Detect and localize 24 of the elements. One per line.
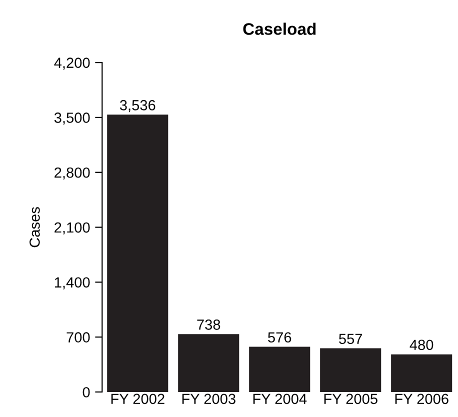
- y-tick-label: 4,200: [54, 58, 90, 70]
- y-tick-label: 2,100: [54, 222, 90, 234]
- bar: [107, 114, 168, 392]
- bar: [178, 334, 240, 392]
- x-tick-label: FY 2005: [324, 394, 378, 404]
- data-label: 738: [197, 319, 220, 330]
- y-tick-label: 700: [66, 332, 90, 343]
- x-tick-label: FY 2002: [111, 394, 164, 404]
- data-label: 557: [339, 334, 362, 344]
- y-tick-label: 3,500: [54, 112, 90, 125]
- x-tick-label: FY 2003: [182, 394, 236, 404]
- bar: [391, 354, 452, 392]
- chart-title: Caseload: [243, 22, 316, 35]
- x-tick-label: FY 2006: [395, 394, 448, 404]
- y-tick-label: 2,800: [54, 167, 90, 180]
- data-label: 480: [410, 340, 434, 350]
- y-tick-label: 1,400: [54, 277, 90, 290]
- bar: [249, 346, 310, 392]
- data-label: 3,536: [120, 100, 156, 112]
- x-tick-label: FY 2004: [253, 394, 307, 404]
- data-label: 576: [268, 332, 292, 343]
- y-axis-title: Cases: [30, 207, 40, 248]
- y-tick-label: 0: [82, 387, 90, 398]
- bar: [320, 348, 382, 392]
